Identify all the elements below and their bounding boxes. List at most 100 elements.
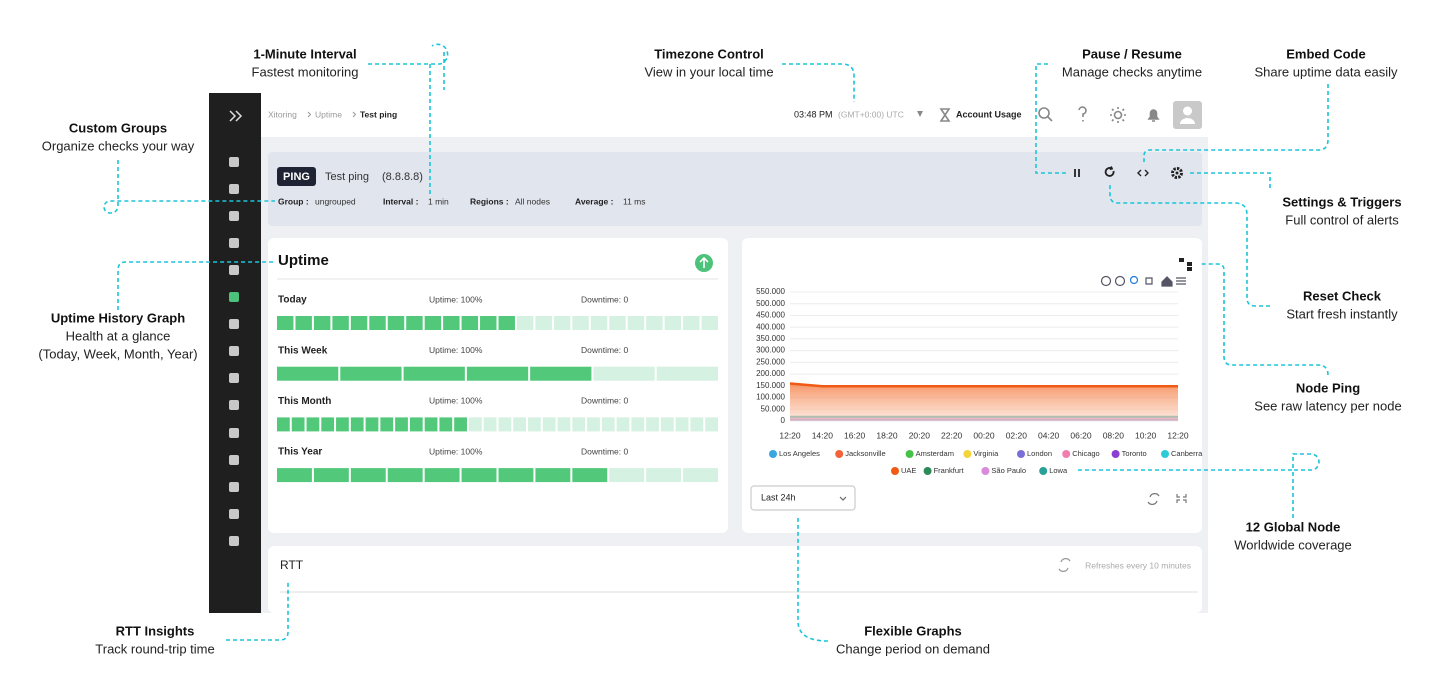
uptime-segment: [454, 417, 467, 432]
uptime-segment: [609, 316, 626, 330]
uptime-segment: [387, 468, 423, 483]
nav-icon[interactable]: [229, 346, 239, 356]
check-panel: [268, 152, 1202, 226]
callout-text: Start fresh instantly: [1286, 306, 1398, 321]
legend-item[interactable]: Canberra: [1161, 449, 1203, 458]
legend-item[interactable]: London: [1017, 449, 1052, 458]
uptime-segment: [498, 316, 515, 330]
callout-title: 12 Global Node: [1246, 519, 1341, 534]
tz-dropdown[interactable]: [917, 111, 923, 117]
uptime-segment: [306, 417, 320, 432]
period-value: Last 24h: [761, 492, 796, 502]
hourglass-icon[interactable]: [939, 108, 951, 122]
nav-icon[interactable]: [229, 455, 239, 465]
zoom-in[interactable]: [1100, 275, 1112, 287]
nav-icon[interactable]: [229, 157, 239, 167]
breadcrumb-sep: [352, 111, 357, 118]
nav-icon[interactable]: [229, 211, 239, 221]
legend-item[interactable]: Chicago: [1062, 449, 1100, 458]
downtime-text: Downtime: 0: [581, 345, 629, 355]
check-actions: [1074, 166, 1183, 179]
uptime-segment: [340, 366, 402, 381]
legend-label: Canberra: [1171, 449, 1203, 458]
uptime-segment: [350, 417, 364, 432]
legend-item[interactable]: Jacksonville: [835, 449, 886, 458]
callout-text: Fastest monitoring: [252, 64, 359, 79]
legend-swatch: [1039, 467, 1048, 475]
breadcrumb[interactable]: Xitoring: [268, 109, 297, 119]
uptime-segment: [593, 366, 655, 381]
uptime-segment: [350, 316, 368, 330]
expand-icon[interactable]: [229, 110, 243, 122]
nav-icon[interactable]: [229, 400, 239, 410]
callout-title: Settings & Triggers: [1282, 194, 1401, 209]
legend-label: São Paulo: [991, 466, 1026, 475]
legend-item[interactable]: Lowa: [1039, 466, 1068, 475]
chart-menu[interactable]: [1176, 277, 1186, 285]
rtt-card: [268, 546, 1202, 613]
y-tick-label: 400.000: [756, 322, 785, 331]
embed-button[interactable]: [1137, 169, 1149, 177]
uptime-segment: [369, 316, 386, 330]
uptime-segment: [601, 417, 615, 432]
nav-icon[interactable]: [229, 265, 239, 275]
nav-icon[interactable]: [229, 482, 239, 492]
uptime-text: Uptime: 100%: [429, 345, 483, 355]
uptime-segment: [277, 316, 294, 330]
period-select[interactable]: [750, 485, 856, 511]
legend-item[interactable]: UAE: [891, 466, 916, 475]
nav-icon[interactable]: [229, 428, 239, 438]
callout-title: Reset Check: [1303, 288, 1382, 303]
legend-item[interactable]: Los Angeles: [769, 449, 820, 458]
leader-line: [1143, 84, 1329, 162]
theme-icon[interactable]: [1113, 110, 1123, 120]
zoom-out[interactable]: [1114, 275, 1126, 287]
fullscreen[interactable]: [1176, 494, 1187, 503]
bell-icon[interactable]: [1147, 109, 1160, 122]
legend-item[interactable]: Amsterdam: [905, 449, 954, 458]
nav-icon[interactable]: [229, 536, 239, 546]
refresh-chart[interactable]: [1147, 493, 1160, 505]
uptime-segment: [336, 417, 349, 432]
settings-button[interactable]: [1171, 167, 1183, 179]
legend-item[interactable]: Virginia: [963, 449, 999, 458]
help-icon[interactable]: [1078, 106, 1087, 122]
nav-icon[interactable]: [229, 509, 239, 519]
legend-label: London: [1027, 449, 1052, 458]
nav-icon[interactable]: [229, 238, 239, 248]
legend-item[interactable]: Frankfurt: [923, 466, 965, 475]
period-label: This Week: [278, 345, 328, 356]
pan[interactable]: [1145, 277, 1153, 285]
x-tick-label: 20:20: [909, 430, 931, 440]
legend-swatch: [891, 467, 899, 475]
nav-icon[interactable]: [229, 319, 239, 329]
uptime-segment: [530, 366, 592, 381]
breadcrumb[interactable]: Uptime: [315, 109, 342, 119]
uptime-segment: [480, 316, 497, 330]
callout-text: View in your local time: [644, 64, 773, 79]
uptime-segment: [631, 417, 645, 432]
nav-icon[interactable]: [229, 373, 239, 383]
reset-button[interactable]: [1104, 166, 1115, 177]
node-toggle[interactable]: [1179, 258, 1184, 262]
uptime-segment: [424, 417, 438, 432]
y-tick-label: 300.000: [756, 346, 785, 355]
x-tick-label: 12:20: [1167, 430, 1189, 440]
nav-icon[interactable]: [229, 292, 239, 302]
legend-swatch: [1161, 450, 1169, 458]
uptime-segment: [627, 316, 645, 330]
callout-text: See raw latency per node: [1254, 398, 1401, 413]
search-icon[interactable]: [1038, 107, 1050, 119]
field-label: Interval :: [383, 196, 419, 206]
legend-item[interactable]: Toronto: [1111, 449, 1147, 458]
account-usage[interactable]: Account Usage: [956, 109, 1022, 119]
legend-item[interactable]: São Paulo: [981, 466, 1026, 475]
pause-button[interactable]: [1074, 169, 1080, 177]
uptime-segment: [656, 366, 718, 381]
zoom-select[interactable]: [1129, 275, 1139, 285]
reset-zoom[interactable]: [1161, 276, 1173, 287]
callout-text: Track round-trip time: [95, 641, 214, 656]
refresh-note: Refreshes every 10 minutes: [1085, 560, 1191, 570]
nav-icon[interactable]: [229, 184, 239, 194]
uptime-segment: [321, 417, 335, 432]
